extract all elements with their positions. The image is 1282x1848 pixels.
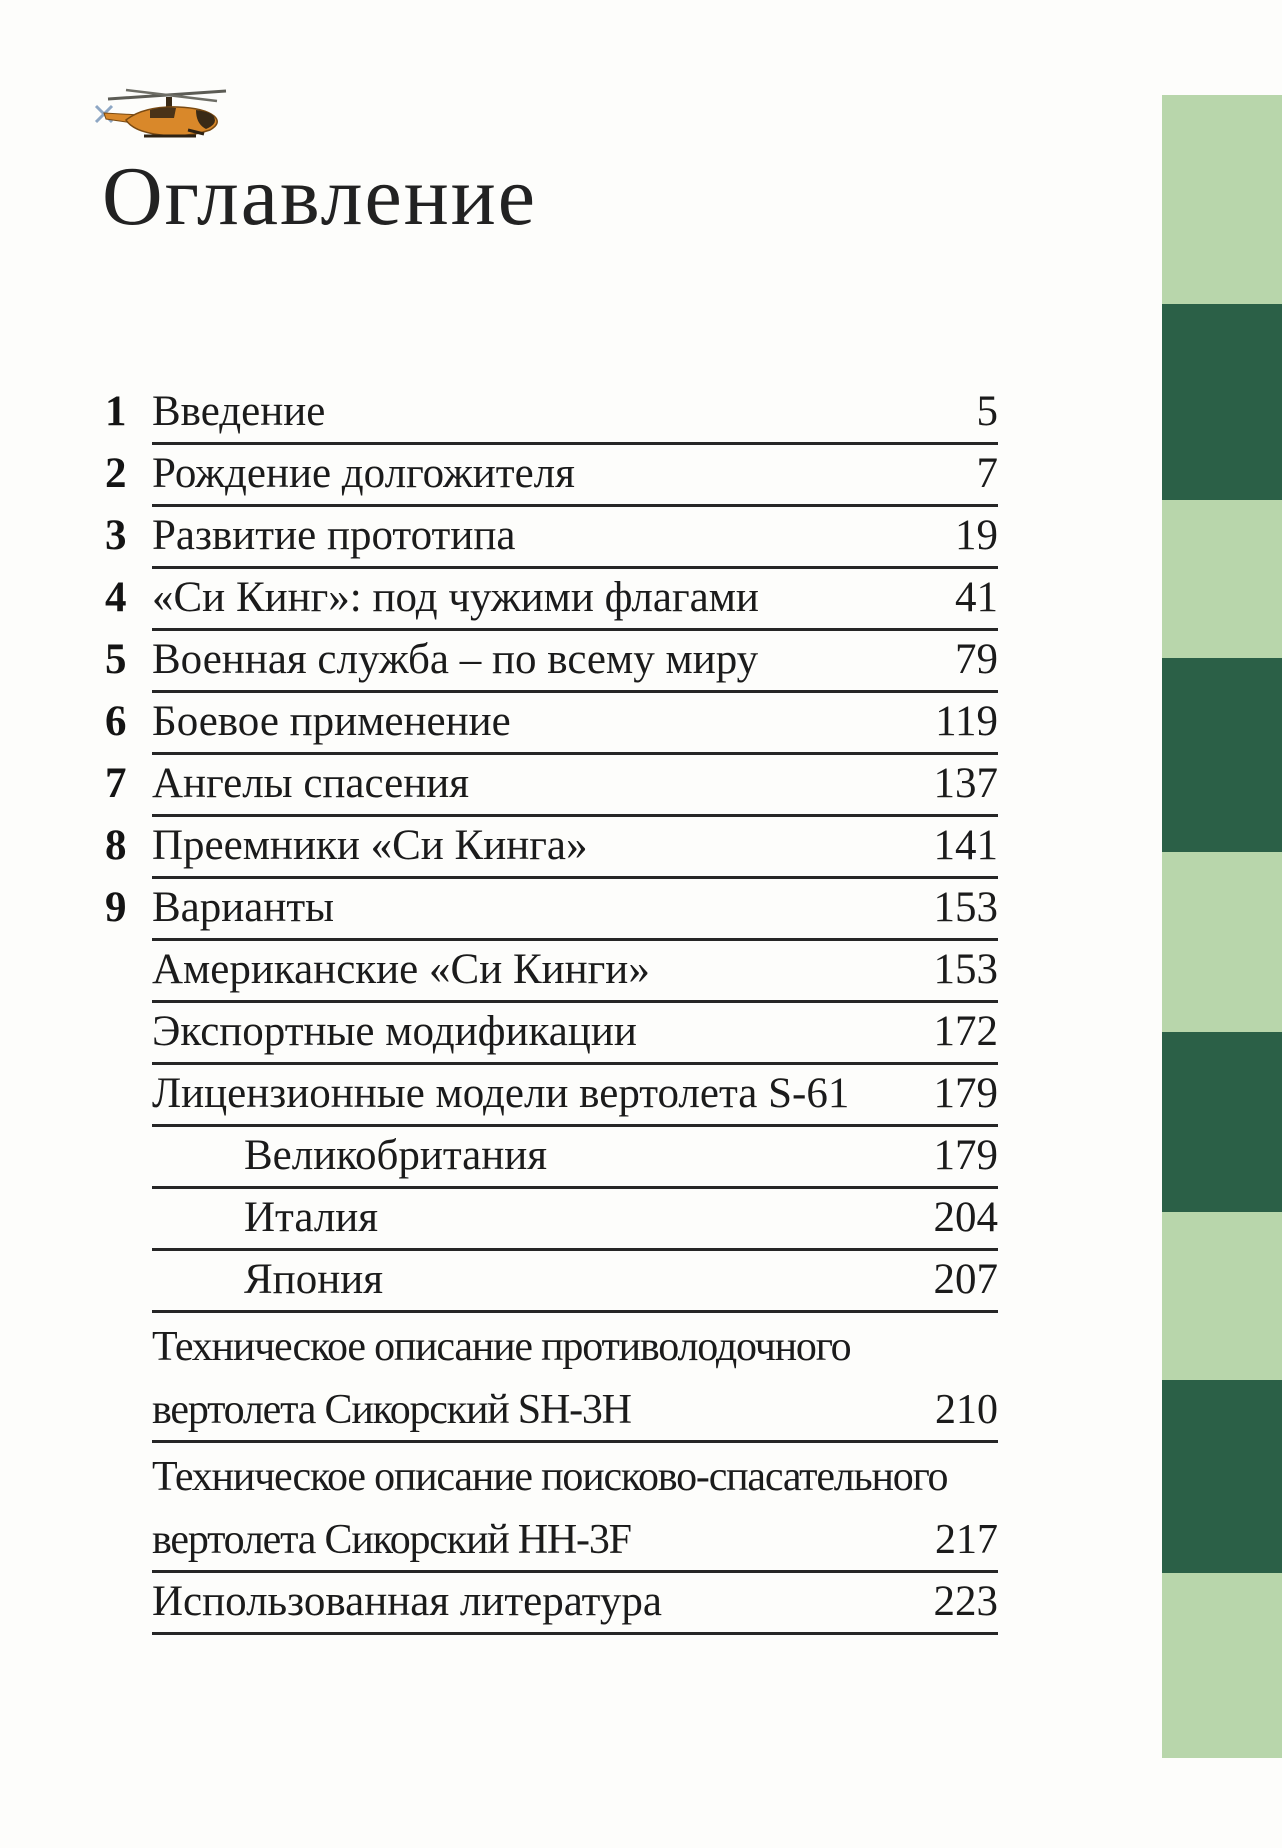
entry-title: Использованная литература: [152, 1578, 662, 1625]
chapter-number: 3: [105, 512, 127, 559]
toc-entry: 7 Ангелы спасения 137: [105, 755, 999, 817]
page-number: 137: [933, 760, 999, 807]
page-number: 119: [935, 698, 998, 745]
entry-line-2: вертолета Сикорский SH-3H 210: [152, 1377, 998, 1440]
stripe-band-light: [1162, 95, 1282, 304]
page-number: 153: [933, 884, 999, 931]
entry-line: Лицензионные модели вертолета S-61 179: [152, 1065, 998, 1124]
entry-line: Американские «Си Кинги» 153: [152, 941, 998, 1000]
page-number: 207: [933, 1256, 999, 1303]
stripe-band-dark: [1162, 1380, 1282, 1573]
chapter-number: 8: [105, 822, 127, 869]
toc-entry: 1 Введение 5: [105, 383, 999, 445]
entry-title: Япония: [244, 1256, 383, 1303]
entry-title: Лицензионные модели вертолета S-61: [152, 1070, 850, 1117]
toc-entry: Американские «Си Кинги» 153: [152, 941, 998, 1003]
entry-line: 8 Преемники «Си Кинга» 141: [105, 817, 999, 876]
entry-title: Великобритания: [244, 1132, 548, 1179]
toc-entry: Техническое описание противолодочного вер…: [152, 1313, 998, 1443]
chapter-number: 4: [105, 574, 127, 621]
entry-title-continued: вертолета Сикорский SH-3H: [152, 1387, 632, 1433]
toc-entry: Великобритания 179: [152, 1127, 998, 1189]
entry-line: Япония 207: [152, 1251, 998, 1310]
entry-title: Техническое описание поисково-спасательн…: [152, 1454, 949, 1500]
entry-title: Преемники «Си Кинга»: [152, 822, 588, 869]
page-number: 41: [955, 574, 998, 621]
chapter-number: 2: [105, 450, 127, 497]
entry-line: 1 Введение 5: [105, 383, 999, 442]
side-stripe-panel: [1162, 95, 1282, 1758]
stripe-band-dark: [1162, 1032, 1282, 1212]
toc-entry: Использованная литература 223: [152, 1573, 998, 1635]
entry-line: Великобритания 179: [152, 1127, 998, 1186]
entry-title: Введение: [152, 388, 326, 435]
stripe-band-light: [1162, 852, 1282, 1032]
page-number: 172: [933, 1008, 999, 1055]
toc-entry: Италия 204: [152, 1189, 998, 1251]
page-number: 210: [935, 1387, 998, 1433]
entry-title: «Си Кинг»: под чужими флагами: [152, 574, 759, 621]
page-number: 179: [933, 1132, 999, 1179]
page-number: 179: [933, 1070, 999, 1117]
stripe-band-light: [1162, 1212, 1282, 1380]
entry-line: 3 Развитие прототипа 19: [105, 507, 998, 566]
page-number: 223: [933, 1578, 999, 1625]
page-number: 7: [976, 450, 999, 497]
helicopter-icon: [94, 88, 227, 138]
entry-line: 6 Боевое применение 119: [105, 693, 998, 752]
toc-entry: Лицензионные модели вертолета S-61 179: [152, 1065, 998, 1127]
toc-entry: Техническое описание поисково-спасательн…: [152, 1443, 998, 1573]
toc-entry: 5 Военная служба – по всему миру 79: [105, 631, 998, 693]
entry-title: Американские «Си Кинги»: [152, 946, 650, 993]
page-number: 79: [955, 636, 998, 683]
page-number: 5: [976, 388, 999, 435]
toc-entry: 6 Боевое применение 119: [105, 693, 998, 755]
toc-entry: 8 Преемники «Си Кинга» 141: [105, 817, 999, 879]
entry-title: Развитие прототипа: [152, 512, 516, 559]
page-title: Оглавление: [102, 150, 537, 243]
page-number: 153: [933, 946, 999, 993]
entry-line: 5 Военная служба – по всему миру 79: [105, 631, 998, 690]
entry-title: Экспортные модификации: [152, 1008, 637, 1055]
stripe-band-dark: [1162, 304, 1282, 500]
entry-title: Варианты: [152, 884, 335, 931]
entry-line: 2 Рождение долгожителя 7: [105, 445, 999, 504]
chapter-number: 9: [105, 884, 127, 931]
page-number: 19: [955, 512, 998, 559]
entry-line: Экспортные модификации 172: [152, 1003, 998, 1062]
toc-entry: 4 «Си Кинг»: под чужими флагами 41: [105, 569, 998, 631]
entry-title: Боевое применение: [152, 698, 511, 745]
stripe-band-light: [1162, 500, 1282, 658]
toc-entry: 9 Варианты 153: [105, 879, 999, 941]
stripe-band-light: [1162, 1573, 1282, 1758]
chapter-number: 1: [105, 388, 127, 435]
entry-line: 4 «Си Кинг»: под чужими флагами 41: [105, 569, 998, 628]
entry-title: Рождение долгожителя: [152, 450, 575, 497]
entry-line-1: Техническое описание противолодочного: [152, 1313, 998, 1377]
entry-title-continued: вертолета Сикорский HH-3F: [152, 1517, 632, 1563]
entry-title: Италия: [244, 1194, 379, 1241]
toc-entry: 3 Развитие прототипа 19: [105, 507, 998, 569]
entry-line: 9 Варианты 153: [105, 879, 999, 938]
page-number: 204: [933, 1194, 999, 1241]
entry-line: 7 Ангелы спасения 137: [105, 755, 999, 814]
entry-title: Ангелы спасения: [152, 760, 469, 807]
chapter-number: 5: [105, 636, 127, 683]
entry-line-2: вертолета Сикорский HH-3F 217: [152, 1507, 998, 1570]
toc-entry: Япония 207: [152, 1251, 998, 1313]
entry-title: Техническое описание противолодочного: [152, 1324, 852, 1370]
chapter-number: 6: [105, 698, 127, 745]
chapter-number: 7: [105, 760, 127, 807]
toc-entry: Экспортные модификации 172: [152, 1003, 998, 1065]
entry-line-1: Техническое описание поисково-спасательн…: [152, 1443, 998, 1507]
entry-title: Военная служба – по всему миру: [152, 636, 759, 683]
toc-entry: 2 Рождение долгожителя 7: [105, 445, 999, 507]
entry-line: Использованная литература 223: [152, 1573, 998, 1632]
stripe-band-dark: [1162, 658, 1282, 852]
page-number: 217: [935, 1517, 998, 1563]
entry-line: Италия 204: [152, 1189, 998, 1248]
toc-list: 1 Введение 5 2 Рождение долгожителя 7 3 Развити…: [105, 383, 999, 1635]
page-number: 141: [933, 822, 999, 869]
